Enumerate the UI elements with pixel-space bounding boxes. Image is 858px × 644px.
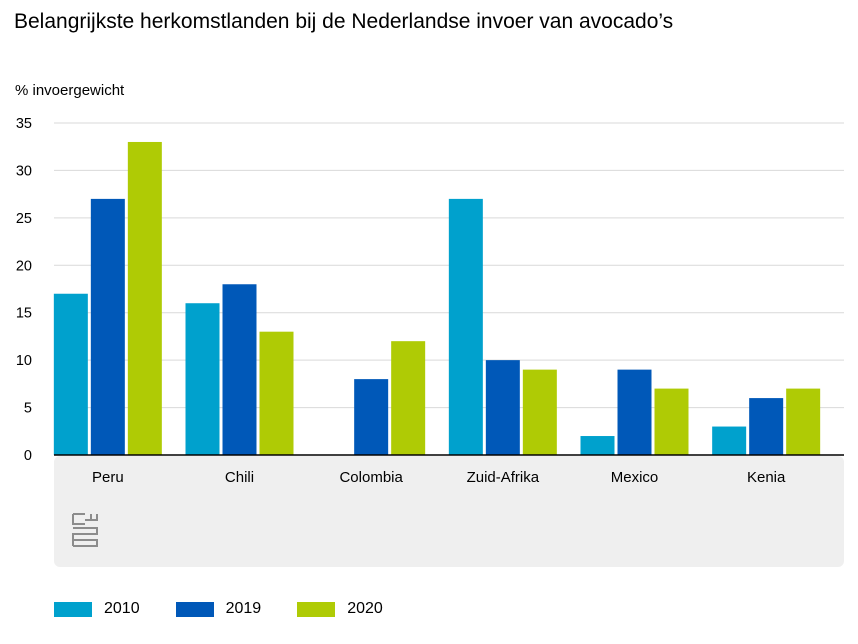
bar-2020-mexico <box>654 388 689 455</box>
legend: 2010 2019 2020 <box>54 600 419 618</box>
legend-item-2010: 2010 <box>54 600 140 618</box>
bar-2010-chili <box>185 303 220 455</box>
category-label: Kenia <box>747 469 786 486</box>
category-label: Colombia <box>339 469 403 486</box>
bar-2010-peru <box>53 293 88 455</box>
bar-2020-kenia <box>786 388 821 455</box>
legend-label: 2010 <box>104 600 140 617</box>
bar-2010-mexico <box>580 436 615 455</box>
bar-2019-kenia <box>749 398 784 455</box>
legend-label: 2020 <box>347 600 383 617</box>
cbs-logo <box>72 513 98 547</box>
bar-2020-chili <box>259 331 294 455</box>
bar-2019-chili <box>222 284 257 455</box>
bar-2020-colombia <box>391 341 426 455</box>
bars <box>53 141 821 455</box>
y-tick-label: 25 <box>16 211 32 227</box>
bar-2019-peru <box>90 198 125 455</box>
x-axis-panel <box>54 456 844 567</box>
y-tick-label: 30 <box>16 163 32 179</box>
category-label: Chili <box>225 469 254 486</box>
y-tick-label: 20 <box>16 258 32 274</box>
bar-2019-colombia <box>354 379 389 455</box>
bar-2019-mexico <box>617 369 652 455</box>
category-label: Peru <box>92 469 124 486</box>
y-tick-label: 10 <box>16 353 32 369</box>
bar-2010-kenia <box>712 426 747 455</box>
y-tick-label: 15 <box>16 306 32 322</box>
y-tick-label: 35 <box>16 116 32 132</box>
y-tick-label: 0 <box>24 448 32 464</box>
category-label: Zuid-Afrika <box>467 469 540 486</box>
bar-2019-zuid-afrika <box>485 360 520 455</box>
legend-item-2020: 2020 <box>297 600 383 618</box>
category-labels: Peru Chili Colombia Zuid-Afrika Mexico Kenia <box>92 469 786 486</box>
bar-2020-zuid-afrika <box>522 369 557 455</box>
y-tick-label: 5 <box>24 401 32 417</box>
legend-swatch <box>54 601 92 617</box>
bar-2020-peru <box>127 141 162 455</box>
legend-label: 2019 <box>225 600 262 617</box>
legend-swatch <box>175 601 214 617</box>
chart-title: Belangrijkste herkomstlanden bij de Nede… <box>14 10 674 33</box>
legend-swatch <box>297 601 336 617</box>
y-axis-label: % invoergewicht <box>15 82 125 99</box>
legend-item-2019: 2019 <box>175 600 262 618</box>
bar-2010-zuid-afrika <box>448 198 483 455</box>
y-tick-labels: 0 5 10 15 20 25 30 35 <box>16 116 32 464</box>
category-label: Mexico <box>611 469 659 486</box>
